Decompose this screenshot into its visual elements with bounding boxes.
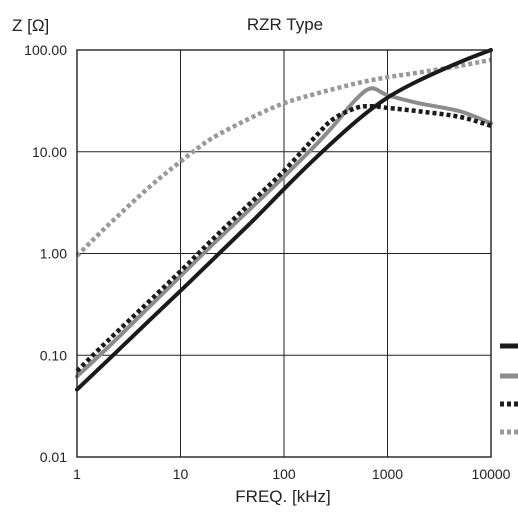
x-tick-label: 1 [73, 466, 81, 482]
x-tick-label: 10000 [472, 466, 511, 482]
x-tick-label: 1000 [372, 466, 403, 482]
series-line-1 [75, 48, 493, 392]
y-tick-label: 0.01 [40, 449, 67, 465]
series-lines [75, 48, 493, 392]
legend [500, 343, 518, 435]
series-line-3 [75, 103, 492, 373]
y-tick-label: 1.00 [40, 246, 67, 262]
y-tick-label: 100.00 [24, 42, 67, 58]
x-axis-title: FREQ. [kHz] [235, 487, 330, 506]
series-line-4 [75, 57, 492, 258]
y-tick-label: 0.10 [40, 347, 67, 363]
y-axis-title: Z [Ω] [12, 16, 49, 35]
tick-labels: 1 10 100 1000 10000 0.01 0.10 1.00 10.00 100.00 [24, 42, 511, 482]
plot-frame [76, 49, 492, 458]
series-line-2 [75, 86, 493, 379]
x-tick-label: 10 [173, 466, 189, 482]
y-tick-label: 10.00 [32, 144, 67, 160]
chart-title: RZR Type [247, 15, 323, 34]
x-tick-label: 100 [272, 466, 296, 482]
